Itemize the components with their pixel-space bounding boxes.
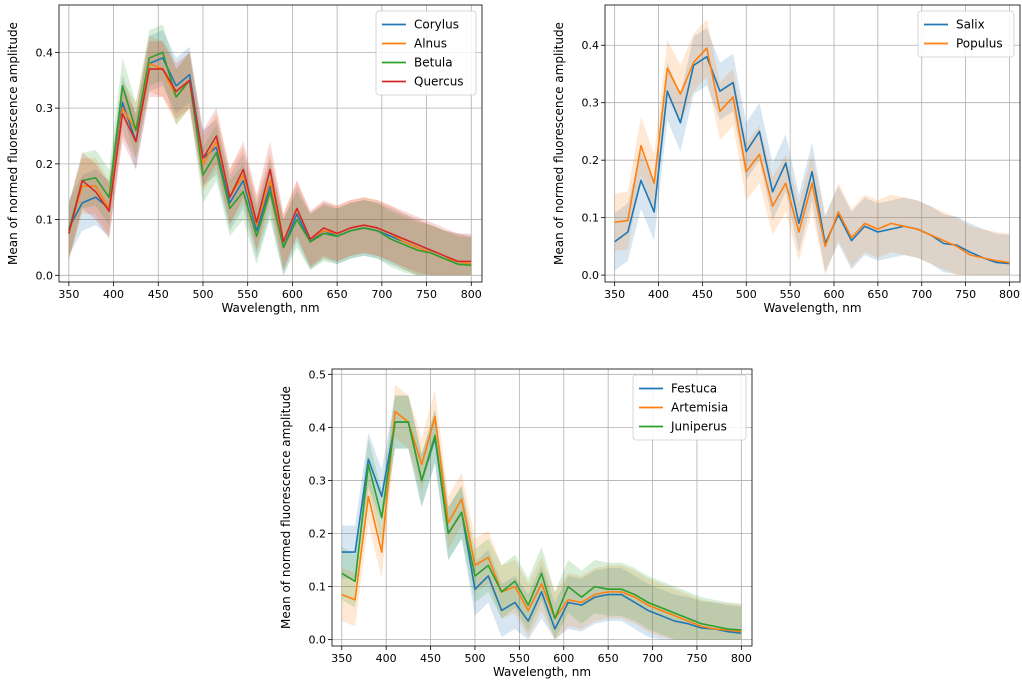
y-tick-label: 0.2	[36, 158, 54, 171]
confidence-band-betula	[68, 24, 472, 276]
x-tick-label: 500	[192, 288, 213, 301]
legend: Festuca Artemisia Juniperus	[632, 374, 747, 441]
series-line-juniperus	[341, 421, 742, 631]
x-tick-label: 350	[331, 652, 352, 665]
x-tick-label: 500	[464, 652, 485, 665]
legend-box	[917, 10, 1015, 58]
legend-entry: Artemisia	[671, 401, 728, 415]
y-tick-label: 0.2	[309, 528, 327, 541]
x-tick-label: 400	[376, 652, 397, 665]
y-tick-label: 0.5	[309, 368, 327, 381]
y-tick-label: 0.3	[582, 97, 600, 110]
x-tick-label: 350	[604, 288, 625, 301]
y-tick-label: 0.3	[36, 102, 54, 115]
chart-panel-1: 350 400 450 500 550 600 650 700 750 800 0.0 0.1 0.2 0…	[6, 4, 483, 315]
x-tick-label: 800	[999, 288, 1020, 301]
chart-panel-3: 350 400 450 500 550 600 650 700 750 800 0.0 0.1 0.2 0…	[279, 368, 753, 679]
legend-box	[632, 374, 747, 441]
y-axis-label: Mean of normed fluorescence amplitude	[279, 386, 293, 629]
confidence-band-artemisia	[341, 384, 742, 640]
plot-frame	[58, 4, 483, 283]
x-tick-label: 550	[237, 288, 258, 301]
y-tick-label: 0.4	[582, 39, 600, 52]
confidence-band-alnus	[68, 35, 472, 276]
x-tick-label: 750	[416, 288, 437, 301]
x-tick-label: 550	[509, 652, 530, 665]
x-tick-label: 500	[736, 288, 757, 301]
confidence-band-juniperus	[341, 395, 742, 640]
y-tick-label: 0.4	[36, 46, 54, 59]
x-tick-label: 450	[692, 288, 713, 301]
legend: Corylus Alnus Betula Quercus	[375, 10, 477, 96]
x-tick-label: 600	[823, 288, 844, 301]
legend-entry: Alnus	[414, 37, 447, 51]
y-axis-label: Mean of normed fluorescence amplitude	[552, 22, 566, 265]
legend-entry: Juniperus	[670, 420, 727, 434]
x-axis-label: Wavelength, nm	[221, 301, 319, 315]
x-tick-label: 350	[58, 288, 79, 301]
x-axis-label: Wavelength, nm	[763, 301, 861, 315]
y-tick-label: 0.1	[36, 214, 54, 227]
confidence-band-quercus	[68, 41, 472, 276]
x-tick-label: 800	[461, 288, 482, 301]
x-tick-label: 800	[731, 652, 752, 665]
x-tick-label: 700	[642, 652, 663, 665]
x-tick-label: 550	[780, 288, 801, 301]
legend-entry: Populus	[956, 37, 1003, 51]
confidence-band-corylus	[68, 30, 472, 276]
legend-entry: Betula	[414, 56, 453, 70]
x-tick-label: 450	[420, 652, 441, 665]
x-tick-label: 400	[103, 288, 124, 301]
series-line-populus	[614, 47, 1010, 264]
legend-box	[375, 10, 477, 96]
x-tick-label: 750	[686, 652, 707, 665]
x-tick-label: 750	[955, 288, 976, 301]
x-axis-label: Wavelength, nm	[493, 665, 591, 679]
plot-frame	[331, 368, 753, 647]
y-tick-label: 0.1	[309, 581, 327, 594]
x-tick-label: 600	[282, 288, 303, 301]
x-tick-label: 400	[648, 288, 669, 301]
y-tick-label: 0.0	[309, 634, 327, 647]
x-tick-label: 650	[327, 288, 348, 301]
series-line-salix	[614, 55, 1010, 265]
series-line-quercus	[68, 68, 472, 263]
y-tick-label: 0.0	[36, 269, 54, 282]
y-axis-label: Mean of normed fluorescence amplitude	[6, 22, 20, 265]
legend: Salix Populus	[917, 10, 1015, 58]
x-tick-label: 600	[553, 652, 574, 665]
x-tick-label: 650	[598, 652, 619, 665]
legend-entry: Quercus	[414, 75, 464, 89]
x-tick-label: 700	[911, 288, 932, 301]
confidence-band-festuca	[341, 395, 742, 640]
x-tick-label: 650	[867, 288, 888, 301]
y-tick-label: 0.4	[309, 421, 327, 434]
y-tick-label: 0.2	[582, 154, 600, 167]
x-tick-label: 450	[148, 288, 169, 301]
legend-entry: Corylus	[414, 18, 459, 32]
plot-frame	[604, 4, 1021, 283]
legend-entry: Festuca	[671, 382, 717, 396]
x-tick-label: 700	[371, 288, 392, 301]
y-tick-label: 0.1	[582, 212, 600, 225]
legend-entry: Salix	[956, 18, 985, 32]
chart-panel-2: 350 400 450 500 550 600 650 700 750 800 0.0 0.1 0.2 0…	[552, 4, 1021, 315]
y-tick-label: 0.3	[309, 474, 327, 487]
confidence-band-salix	[614, 27, 1010, 276]
y-tick-label: 0.0	[582, 269, 600, 282]
series-line-betula	[68, 51, 472, 267]
